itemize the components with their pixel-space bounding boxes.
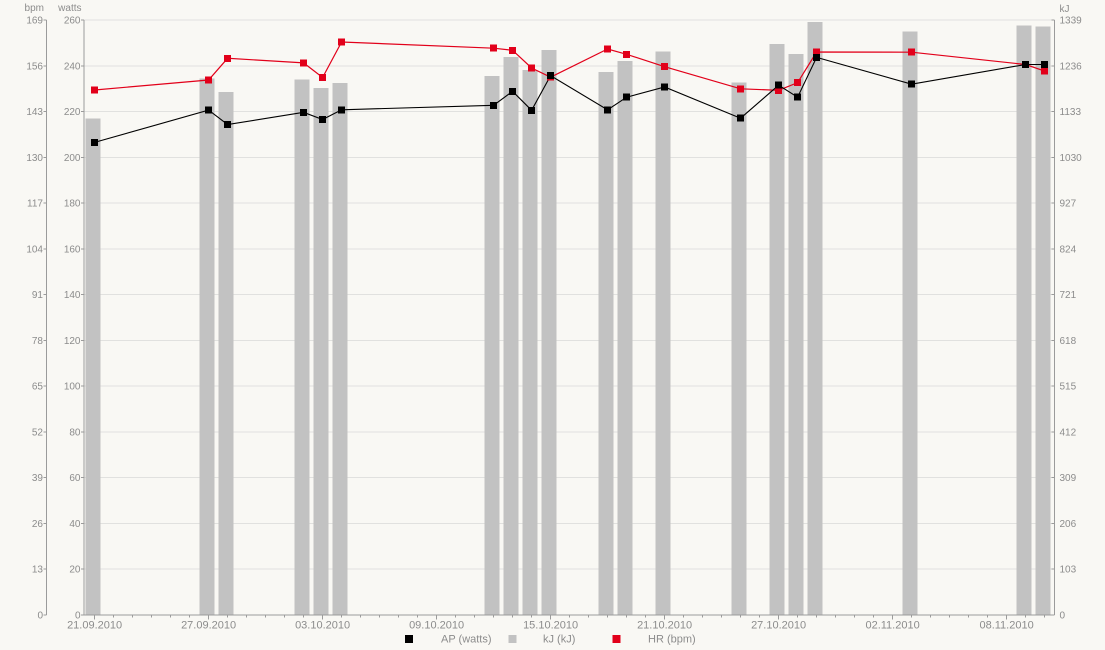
svg-text:180: 180 (64, 199, 81, 210)
svg-text:1133: 1133 (1060, 107, 1082, 118)
svg-text:143: 143 (26, 107, 43, 118)
svg-text:260: 260 (64, 16, 81, 27)
svg-text:kJ: kJ (1060, 4, 1070, 15)
svg-text:08.11.2010: 08.11.2010 (979, 620, 1033, 632)
svg-text:240: 240 (64, 61, 81, 72)
svg-text:120: 120 (64, 336, 81, 347)
svg-text:40: 40 (69, 519, 81, 530)
svg-text:200: 200 (64, 153, 81, 164)
svg-text:103: 103 (1060, 565, 1077, 576)
svg-text:104: 104 (26, 244, 43, 255)
svg-text:824: 824 (1060, 244, 1077, 255)
svg-text:156: 156 (26, 61, 43, 72)
svg-text:26: 26 (32, 519, 44, 530)
svg-text:13: 13 (32, 565, 44, 576)
svg-text:0: 0 (75, 611, 81, 622)
svg-text:130: 130 (26, 153, 43, 164)
svg-text:52: 52 (32, 427, 44, 438)
svg-text:60: 60 (69, 473, 81, 484)
svg-text:721: 721 (1060, 290, 1077, 301)
svg-text:160: 160 (64, 244, 81, 255)
svg-text:140: 140 (64, 290, 81, 301)
svg-text:15.10.2010: 15.10.2010 (523, 620, 578, 632)
svg-text:27.10.2010: 27.10.2010 (751, 620, 806, 632)
svg-text:AP (watts): AP (watts) (441, 634, 492, 646)
svg-text:27.09.2010: 27.09.2010 (181, 620, 236, 632)
svg-text:220: 220 (64, 107, 81, 118)
svg-text:09.10.2010: 09.10.2010 (409, 620, 464, 632)
svg-text:21.10.2010: 21.10.2010 (637, 620, 692, 632)
svg-text:515: 515 (1060, 382, 1077, 393)
svg-text:20: 20 (69, 565, 81, 576)
svg-text:412: 412 (1060, 427, 1077, 438)
svg-text:1339: 1339 (1060, 16, 1083, 27)
svg-text:39: 39 (32, 473, 44, 484)
svg-text:618: 618 (1060, 336, 1077, 347)
svg-text:HR (bpm): HR (bpm) (648, 634, 696, 646)
svg-text:309: 309 (1060, 473, 1077, 484)
svg-text:117: 117 (27, 199, 43, 210)
svg-text:watts: watts (57, 3, 81, 14)
svg-text:78: 78 (32, 336, 44, 347)
svg-text:1030: 1030 (1060, 153, 1083, 164)
svg-text:206: 206 (1060, 519, 1077, 530)
svg-text:1236: 1236 (1060, 61, 1083, 72)
svg-text:65: 65 (32, 382, 44, 393)
svg-text:927: 927 (1060, 199, 1077, 210)
svg-text:bpm: bpm (25, 3, 44, 14)
svg-text:80: 80 (69, 427, 81, 438)
svg-text:03.10.2010: 03.10.2010 (295, 620, 350, 632)
svg-text:169: 169 (26, 16, 43, 27)
svg-text:0: 0 (1060, 611, 1066, 622)
svg-text:02.11.2010: 02.11.2010 (865, 620, 919, 632)
svg-text:kJ (kJ): kJ (kJ) (543, 634, 575, 646)
svg-text:100: 100 (64, 382, 81, 393)
svg-text:21.09.2010: 21.09.2010 (67, 620, 122, 632)
svg-text:91: 91 (32, 290, 44, 301)
svg-text:0: 0 (37, 611, 43, 622)
